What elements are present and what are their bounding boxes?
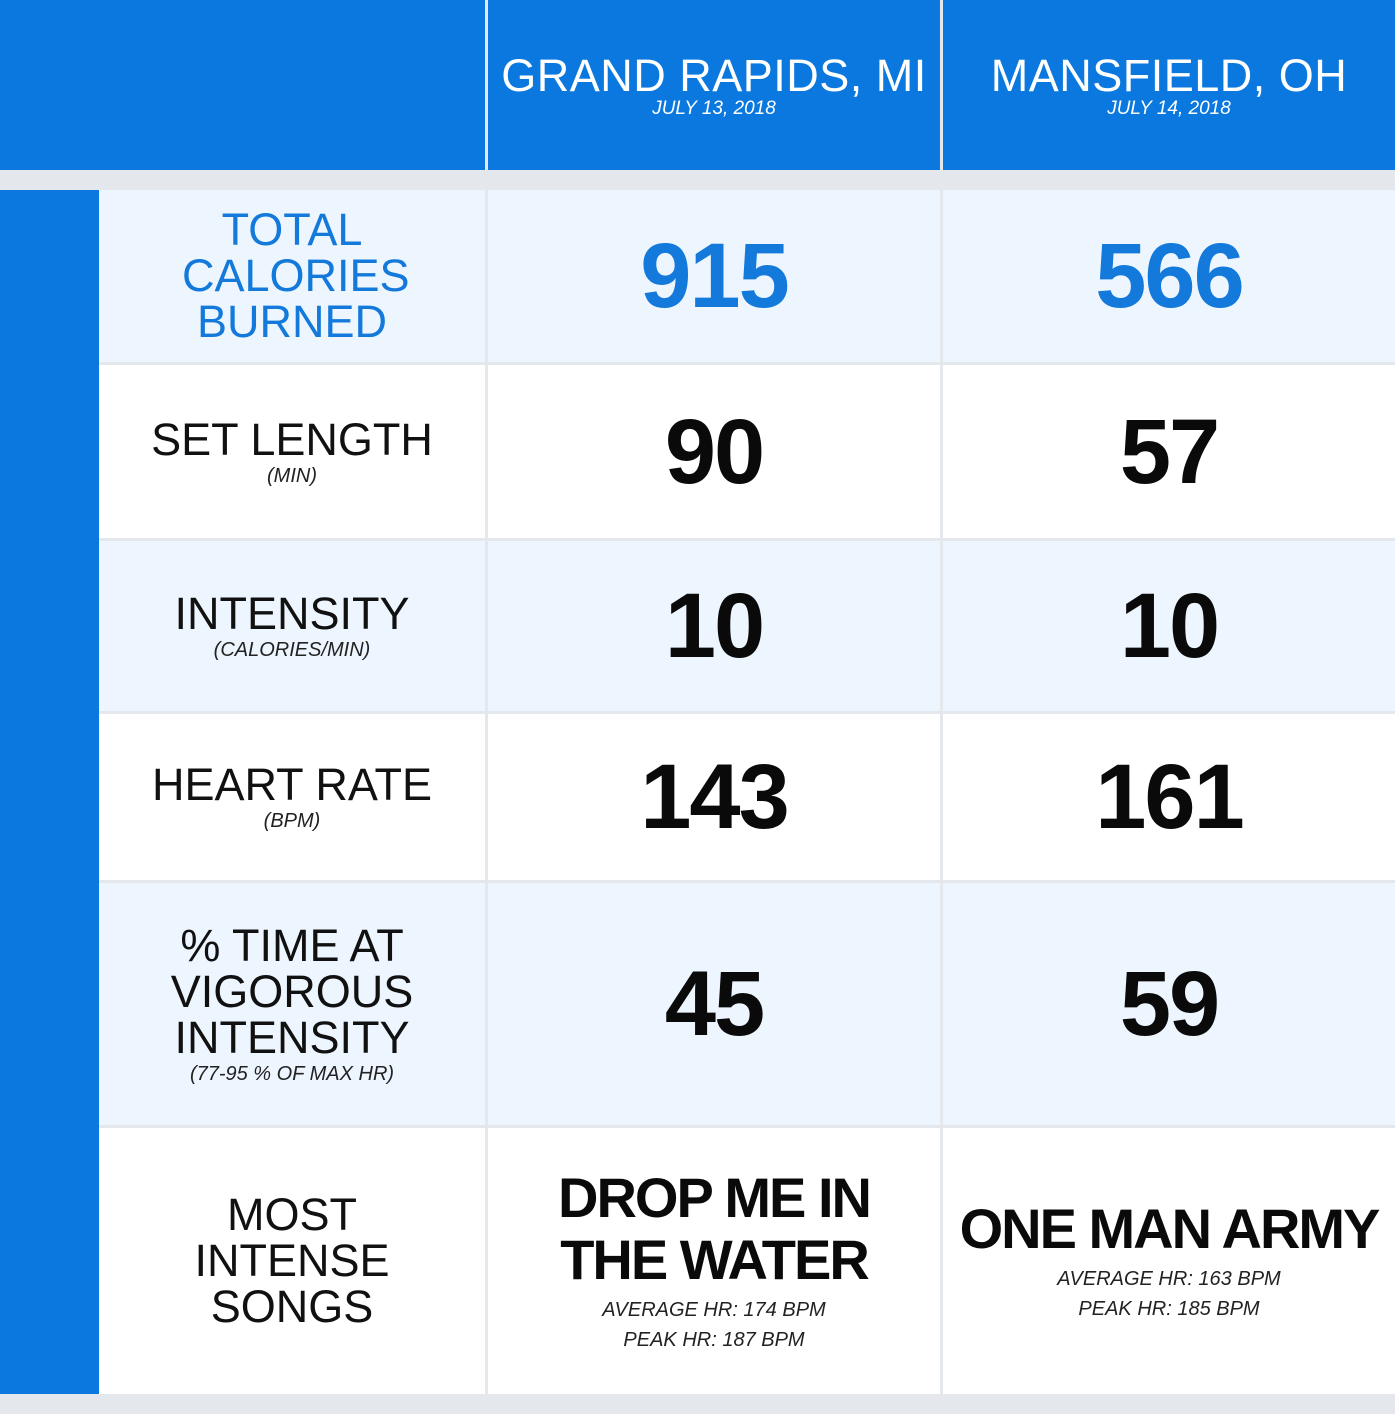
metric-value: 915 bbox=[640, 225, 789, 327]
row-label: TOTAL CALORIES BURNED bbox=[182, 204, 410, 347]
row-label-most-intense-songs: MOST INTENSE SONGS bbox=[99, 1128, 485, 1394]
cell-vigorous-grand-rapids: 45 bbox=[488, 883, 940, 1125]
row-label: % TIME AT VIGOROUS INTENSITY bbox=[170, 920, 414, 1063]
cell-set-length-mansfield: 57 bbox=[943, 365, 1395, 538]
row-unit: (77-95 % OF MAX HR) bbox=[189, 1063, 395, 1085]
column-city: GRAND RAPIDS, MI bbox=[501, 50, 927, 101]
row-label-total-calories: TOTAL CALORIES BURNED bbox=[99, 190, 485, 362]
cell-song-mansfield: ONE MAN ARMY AVERAGE HR: 163 BPM PEAK HR… bbox=[943, 1128, 1395, 1394]
cell-total-calories-mansfield: 566 bbox=[943, 190, 1395, 362]
song-title: DROP ME IN THE WATER bbox=[558, 1166, 872, 1291]
metric-value: 57 bbox=[1119, 400, 1220, 503]
metric-value: 90 bbox=[664, 400, 765, 503]
row-label: INTENSITY bbox=[174, 588, 410, 639]
cell-heart-rate-grand-rapids: 143 bbox=[488, 714, 940, 880]
sidebar-accent-bar bbox=[0, 190, 99, 1394]
row-label-heart-rate: HEART RATE (BPM) bbox=[99, 714, 485, 880]
header-blank-cell bbox=[0, 0, 485, 170]
song-title: ONE MAN ARMY bbox=[959, 1197, 1381, 1260]
cell-vigorous-mansfield: 59 bbox=[943, 883, 1395, 1125]
column-date: JULY 14, 2018 bbox=[1107, 98, 1231, 119]
metric-value: 10 bbox=[1119, 575, 1220, 677]
column-header-mansfield: MANSFIELD, OH JULY 14, 2018 bbox=[943, 0, 1395, 170]
row-label: HEART RATE bbox=[151, 759, 433, 810]
metric-value: 45 bbox=[664, 953, 765, 1055]
row-label: MOST INTENSE SONGS bbox=[194, 1189, 390, 1332]
cell-set-length-grand-rapids: 90 bbox=[488, 365, 940, 538]
column-header-grand-rapids: GRAND RAPIDS, MI JULY 13, 2018 bbox=[488, 0, 940, 170]
song-average-hr: AVERAGE HR: 174 BPM bbox=[602, 1299, 826, 1321]
metric-value: 59 bbox=[1119, 953, 1220, 1055]
row-unit: (CALORIES/MIN) bbox=[213, 639, 371, 661]
row-label-intensity: INTENSITY (CALORIES/MIN) bbox=[99, 541, 485, 711]
row-unit: (MIN) bbox=[267, 464, 317, 487]
cell-intensity-grand-rapids: 10 bbox=[488, 541, 940, 711]
cell-song-grand-rapids: DROP ME IN THE WATER AVERAGE HR: 174 BPM… bbox=[488, 1128, 940, 1394]
cell-heart-rate-mansfield: 161 bbox=[943, 714, 1395, 880]
metric-value: 10 bbox=[664, 575, 765, 677]
song-peak-hr: PEAK HR: 185 BPM bbox=[1078, 1298, 1260, 1320]
song-peak-hr: PEAK HR: 187 BPM bbox=[623, 1329, 805, 1351]
row-label-vigorous-intensity: % TIME AT VIGOROUS INTENSITY (77-95 % OF… bbox=[99, 883, 485, 1125]
cell-intensity-mansfield: 10 bbox=[943, 541, 1395, 711]
song-average-hr: AVERAGE HR: 163 BPM bbox=[1057, 1268, 1281, 1290]
column-date: JULY 13, 2018 bbox=[652, 98, 776, 119]
metric-value: 566 bbox=[1095, 225, 1244, 327]
metric-value: 143 bbox=[640, 746, 789, 848]
row-label-set-length: SET LENGTH (MIN) bbox=[99, 365, 485, 538]
metric-value: 161 bbox=[1095, 746, 1244, 848]
cell-total-calories-grand-rapids: 915 bbox=[488, 190, 940, 362]
row-label: SET LENGTH bbox=[151, 413, 433, 465]
column-city: MANSFIELD, OH bbox=[990, 50, 1348, 101]
row-unit: (BPM) bbox=[263, 810, 321, 832]
